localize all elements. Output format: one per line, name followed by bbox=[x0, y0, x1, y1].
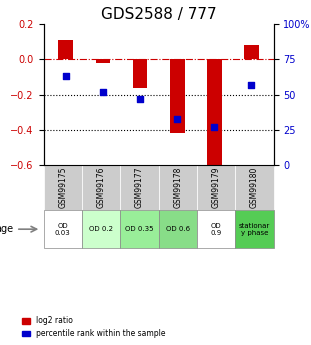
Text: GSM99175: GSM99175 bbox=[58, 167, 67, 208]
Text: stationar
y phase: stationar y phase bbox=[239, 223, 270, 236]
FancyBboxPatch shape bbox=[44, 165, 82, 210]
Point bbox=[63, 73, 68, 79]
Text: GSM99180: GSM99180 bbox=[250, 167, 259, 208]
Bar bbox=[132, 59, 147, 88]
Bar bbox=[170, 59, 185, 134]
Bar bbox=[244, 45, 259, 59]
Text: GSM99176: GSM99176 bbox=[97, 167, 105, 208]
Point bbox=[100, 89, 105, 95]
Text: GSM99177: GSM99177 bbox=[135, 167, 144, 208]
FancyBboxPatch shape bbox=[44, 210, 82, 248]
FancyBboxPatch shape bbox=[82, 210, 120, 248]
Text: OD 0.6: OD 0.6 bbox=[166, 226, 190, 232]
FancyBboxPatch shape bbox=[120, 210, 159, 248]
Legend: log2 ratio, percentile rank within the sample: log2 ratio, percentile rank within the s… bbox=[19, 313, 169, 341]
Bar bbox=[207, 59, 222, 165]
Text: OD 0.2: OD 0.2 bbox=[89, 226, 113, 232]
Bar bbox=[58, 40, 73, 59]
Point bbox=[212, 124, 217, 130]
FancyBboxPatch shape bbox=[197, 165, 235, 210]
Text: OD
0.9: OD 0.9 bbox=[211, 223, 222, 236]
Point bbox=[249, 82, 254, 88]
FancyBboxPatch shape bbox=[235, 165, 274, 210]
Bar bbox=[95, 59, 110, 63]
FancyBboxPatch shape bbox=[197, 210, 235, 248]
Text: OD
0.03: OD 0.03 bbox=[55, 223, 71, 236]
Text: age: age bbox=[0, 224, 14, 234]
Text: GSM99178: GSM99178 bbox=[173, 167, 182, 208]
Text: GSM99179: GSM99179 bbox=[212, 167, 220, 208]
FancyBboxPatch shape bbox=[159, 165, 197, 210]
FancyBboxPatch shape bbox=[82, 165, 120, 210]
FancyBboxPatch shape bbox=[235, 210, 274, 248]
FancyBboxPatch shape bbox=[120, 165, 159, 210]
Title: GDS2588 / 777: GDS2588 / 777 bbox=[101, 7, 216, 22]
FancyBboxPatch shape bbox=[159, 210, 197, 248]
Text: OD 0.35: OD 0.35 bbox=[125, 226, 154, 232]
Point bbox=[175, 116, 180, 121]
Point bbox=[137, 96, 142, 102]
